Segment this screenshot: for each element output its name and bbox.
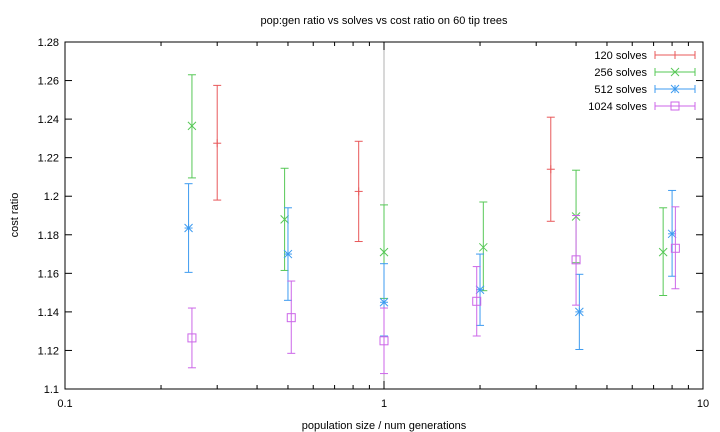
marker-stroke [187,333,197,343]
legend-key [654,102,696,110]
point-marker [671,51,679,59]
y-tick-label: 1.2 [44,191,59,203]
marker-stroke [667,229,677,239]
point-marker [571,255,581,265]
y-tick-label: 1.26 [38,76,59,88]
error-bar [472,266,481,337]
x-tick-label: 0.1 [57,398,72,410]
point-marker [670,84,680,94]
point-marker [283,249,293,259]
marker-stroke [280,215,289,224]
point-marker [670,243,680,253]
y-tick-label: 1.22 [38,153,59,165]
series-layer [184,74,680,375]
marker-stroke [187,121,197,131]
point-marker [286,313,296,323]
point-marker [670,67,680,77]
point-marker [670,101,680,111]
error-bar [380,307,388,375]
marker-stroke [670,84,680,94]
y-tick-label: 1.18 [38,230,59,242]
point-marker [574,307,584,317]
marker-stroke [286,313,296,323]
y-tick-label: 1.12 [38,345,59,357]
y-axis-title: cost ratio [9,193,21,238]
point-marker [187,333,197,343]
marker-stroke [475,285,485,295]
error-bar [572,215,581,306]
marker-stroke [574,307,584,317]
x-tick-label: 1 [381,398,387,410]
point-marker [213,139,222,148]
series-2 [184,183,677,350]
point-marker [475,285,485,295]
marker-stroke [379,247,389,257]
point-marker [658,247,668,257]
marker-stroke [670,101,680,111]
point-marker [379,247,389,257]
point-marker [478,242,488,252]
marker-stroke [670,67,680,77]
marker-stroke [658,247,668,257]
point-marker [472,296,482,306]
marker-stroke [379,336,389,346]
point-marker [546,165,555,174]
y-tick-label: 1.28 [38,37,59,49]
axis-layer: 1.1 1.12 1.14 1.16 1.18 1.2 1.22 1.24 1.26 1.28 0.… [38,37,710,410]
point-marker [667,229,677,239]
point-marker [280,215,289,224]
point-marker [184,223,193,233]
series-3 [187,206,680,375]
chart-title: pop:gen ratio vs solves vs cost ratio on… [260,15,508,27]
series-0 [213,84,555,243]
point-marker [354,187,363,196]
legend-label: 1024 solves [588,101,647,113]
error-bar [187,307,196,369]
error-bar [671,206,680,290]
point-marker [379,336,389,346]
marker-stroke [283,249,293,259]
point-marker [187,121,197,131]
y-tick-label: 1.16 [38,268,59,280]
legend-label: 256 solves [594,67,647,79]
legend-label: 512 solves [594,84,647,96]
y-tick-label: 1.14 [38,307,59,319]
y-tick-label: 1.24 [38,114,59,126]
legend: 120 solves 256 solves 512 solves 1024 solve… [588,50,696,113]
point-marker [379,297,389,307]
legend-label: 120 solves [594,50,647,62]
marker-stroke [571,255,581,265]
marker-stroke [670,243,680,253]
marker-stroke [379,297,389,307]
marker-stroke [184,223,193,233]
x-tick-label: 10 [697,398,709,410]
marker-stroke [472,296,482,306]
marker-stroke [478,242,488,252]
x-axis-title: population size / num generations [302,420,467,432]
error-bar [287,280,296,354]
y-tick-label: 1.1 [44,384,59,396]
